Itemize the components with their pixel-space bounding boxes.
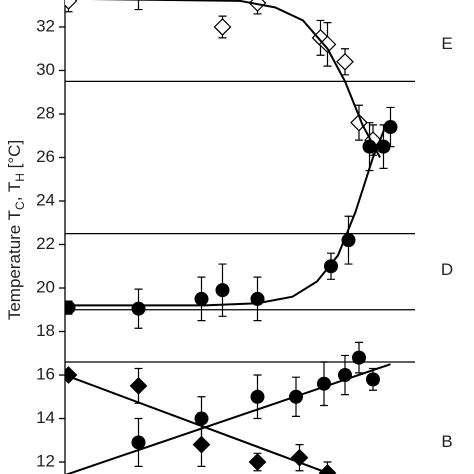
panel-label: D — [441, 260, 453, 279]
y-tick-label: 30 — [36, 60, 55, 79]
data-point — [248, 453, 267, 471]
y-tick-label: 12 — [36, 452, 55, 471]
data-point — [376, 139, 391, 154]
data-point — [65, 366, 78, 384]
y-tick-label: 28 — [36, 103, 55, 122]
y-tick-label: 20 — [36, 277, 55, 296]
y-tick-label: 14 — [36, 408, 55, 427]
data-point — [131, 435, 146, 450]
data-point — [336, 52, 354, 71]
fit-curve — [65, 122, 388, 307]
data-point — [194, 291, 209, 306]
fit-curve — [89, 0, 381, 158]
y-tick-label: 22 — [36, 234, 55, 253]
panel-label: B — [441, 432, 452, 451]
data-point — [215, 283, 230, 298]
y-tick-label: 18 — [36, 321, 55, 340]
data-point — [194, 411, 209, 426]
data-point — [192, 435, 211, 454]
fit-curve — [65, 374, 328, 474]
y-tick-label: 16 — [36, 365, 55, 384]
panel-label: E — [441, 34, 452, 53]
y-tick-label: 26 — [36, 147, 55, 166]
data-point — [352, 350, 366, 365]
data-point — [129, 377, 148, 395]
data-point — [366, 372, 380, 387]
fit-curve — [65, 363, 391, 474]
error-bar — [134, 0, 143, 11]
y-axis-label: Temperature TC, TH [°C] — [5, 140, 27, 320]
data-point — [131, 301, 146, 316]
data-point — [65, 0, 78, 10]
data-point — [250, 389, 265, 404]
y-tick-label: 32 — [36, 16, 55, 35]
y-tick-label: 24 — [36, 190, 55, 209]
data-point — [213, 18, 232, 36]
data-point — [65, 300, 76, 315]
